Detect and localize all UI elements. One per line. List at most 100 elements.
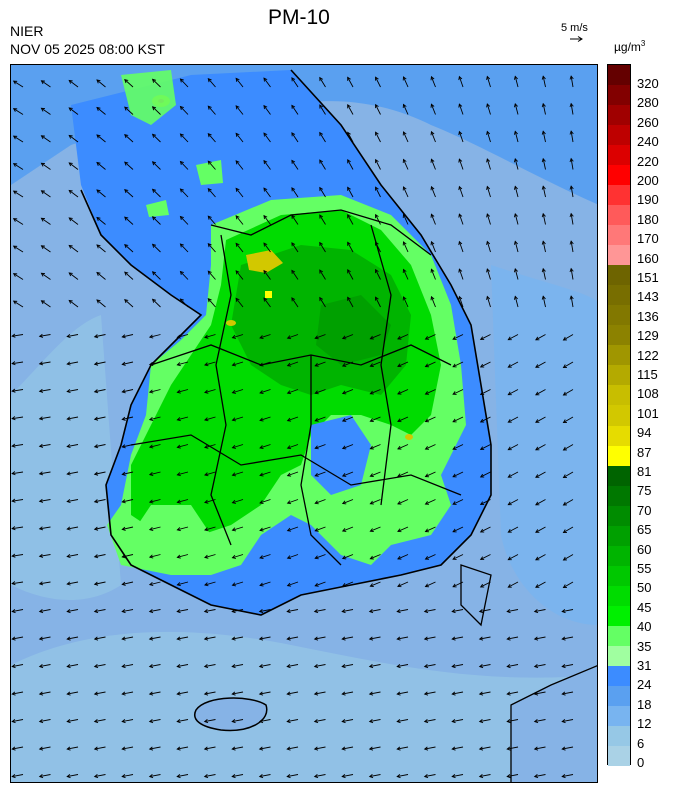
wind-arrow	[563, 471, 574, 478]
wind-arrow	[149, 444, 161, 448]
wind-arrow	[39, 444, 51, 447]
wind-arrow	[232, 664, 244, 668]
legend-swatch	[608, 705, 630, 727]
wind-arrowhead	[375, 268, 379, 274]
wind-arrowhead	[535, 556, 540, 561]
wind-arrowhead	[121, 526, 126, 531]
wind-arrow	[259, 499, 271, 504]
wind-arrowhead	[506, 719, 511, 724]
legend-label: 240	[637, 134, 659, 150]
wind-arrowhead	[38, 333, 44, 338]
wind-arrowhead	[368, 664, 374, 669]
wind-arrow	[259, 526, 271, 531]
wind-arrowhead	[424, 583, 430, 588]
wind-arrow	[452, 609, 464, 613]
wind-arrow	[535, 416, 546, 423]
wind-arrow	[486, 241, 491, 253]
wind-arrowhead	[562, 584, 567, 588]
wind-arrowhead	[369, 528, 374, 533]
wind-arrow	[177, 526, 189, 531]
wind-arrow	[149, 416, 161, 421]
wind-arrow	[122, 774, 134, 778]
wind-arrowhead	[486, 185, 491, 190]
legend-label: 50	[637, 580, 652, 596]
wind-arrow	[375, 186, 381, 198]
wind-arrowhead	[263, 104, 268, 110]
wind-arrowhead	[93, 609, 99, 614]
wind-arrowhead	[176, 746, 181, 751]
hotspot-yellow	[265, 291, 272, 298]
wind-arrow	[315, 389, 326, 394]
wind-arrowhead	[430, 130, 435, 136]
wind-arrowhead	[259, 527, 264, 532]
wind-arrow	[94, 746, 106, 750]
legend-label: 170	[637, 231, 659, 247]
wind-arrowhead	[452, 501, 457, 505]
wind-arrow	[291, 270, 299, 280]
wind-arrow	[287, 361, 299, 367]
wind-arrow	[204, 471, 216, 476]
wind-arrowhead	[176, 636, 181, 641]
wind-arrowhead	[286, 362, 292, 367]
wind-arrow	[41, 217, 51, 225]
wind-arrow	[232, 526, 244, 531]
wind-arrow	[314, 691, 326, 695]
wind-arrow	[479, 636, 491, 640]
wind-arrowhead	[569, 102, 574, 108]
legend-swatch	[608, 365, 630, 386]
legend-swatch	[608, 505, 630, 527]
wind-arrowhead	[176, 417, 181, 422]
wind-arrow	[424, 746, 436, 750]
kyushu-coast	[510, 665, 597, 782]
wind-arrowhead	[507, 446, 512, 451]
wind-arrowhead	[513, 157, 518, 163]
wind-arrowhead	[506, 746, 511, 751]
wind-arrowhead	[313, 774, 319, 779]
wind-arrow	[507, 719, 519, 723]
wind-arrow	[152, 216, 161, 225]
wind-arrowhead	[68, 244, 73, 249]
wind-arrowhead	[38, 691, 44, 696]
wind-arrowhead	[204, 527, 209, 532]
wind-arrow	[570, 186, 574, 198]
wind-arrow	[534, 636, 546, 640]
wind-arrow	[152, 134, 161, 143]
wind-arrowhead	[96, 189, 101, 194]
wind-arrow	[96, 244, 106, 253]
wind-arrow	[342, 746, 354, 750]
wind-arrow	[232, 471, 244, 476]
wind-arrowhead	[368, 609, 374, 614]
wind-arrowhead	[369, 363, 374, 368]
wind-arrowhead	[368, 691, 374, 696]
wind-arrowhead	[424, 473, 430, 478]
wind-arrowhead	[231, 636, 236, 641]
wind-arrowhead	[535, 584, 540, 588]
wind-arrow	[319, 77, 326, 88]
wind-arrow	[458, 76, 464, 88]
wind-arrow	[12, 719, 24, 723]
wind-arrowhead	[121, 664, 126, 669]
pm10-map[interactable]	[10, 64, 598, 783]
wind-arrow	[259, 389, 271, 394]
wind-arrowhead	[263, 132, 268, 137]
wind-arrowhead	[313, 691, 319, 696]
wind-arrow	[67, 334, 79, 337]
wind-arrowhead	[562, 474, 567, 478]
wind-arrowhead	[11, 526, 16, 531]
wind-arrowhead	[204, 554, 209, 559]
wind-arrowhead	[203, 609, 209, 614]
wind-arrowhead	[402, 186, 407, 191]
wind-arrowhead	[507, 418, 512, 423]
wind-arrow	[207, 160, 216, 170]
wind-arrow	[124, 189, 134, 198]
wind-arrow	[452, 389, 464, 395]
wind-arrowhead	[423, 746, 429, 751]
wind-arrowhead	[40, 162, 45, 167]
province-boundary-1	[210, 209, 432, 256]
wind-arrowhead	[286, 691, 291, 696]
wind-arrowhead	[486, 268, 491, 273]
wind-arrow	[207, 133, 216, 143]
wind-arrow	[315, 444, 326, 449]
wind-arrowhead	[561, 691, 566, 696]
wind-arrowhead	[513, 295, 518, 300]
